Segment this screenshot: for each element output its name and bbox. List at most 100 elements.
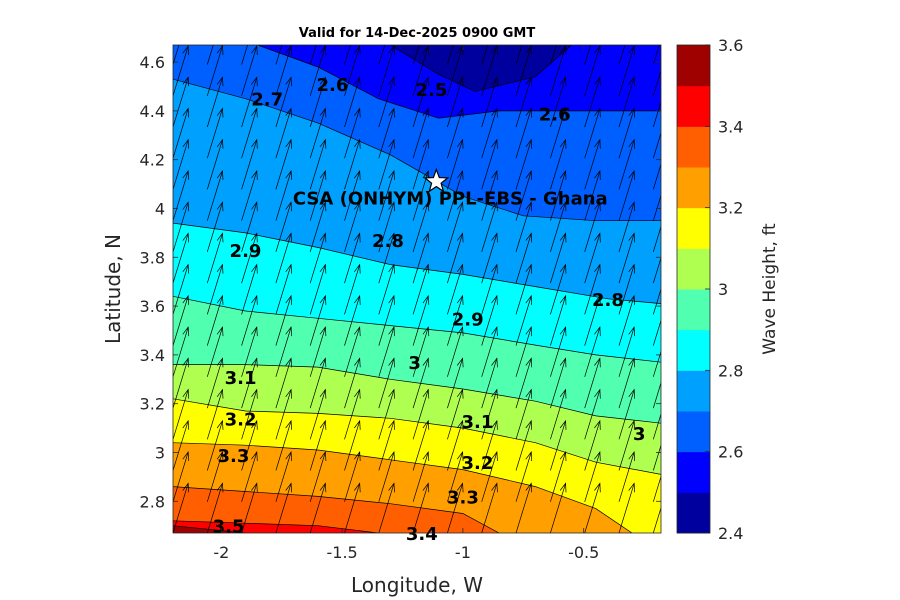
vector-arrowhead xyxy=(285,326,292,337)
vector-arrow xyxy=(206,45,214,65)
vector-arrowhead xyxy=(628,326,635,337)
vector-arrow xyxy=(481,139,498,190)
vector-arrowhead xyxy=(285,357,292,368)
contour-line xyxy=(173,520,379,533)
vector-arrowhead xyxy=(663,15,669,24)
vector-arrowhead xyxy=(285,451,292,462)
vector-arrowhead xyxy=(216,170,224,180)
vector-arrow xyxy=(481,45,498,96)
vector-arrow xyxy=(584,389,601,440)
vector-arrowhead xyxy=(388,482,395,493)
x-axis-label: Longitude, W xyxy=(351,573,483,597)
vector-arrowhead xyxy=(216,45,224,56)
vector-arrowhead xyxy=(456,76,464,87)
vector-arrowhead xyxy=(216,451,224,462)
vector-arrow xyxy=(275,170,292,221)
contour-label: 3.4 xyxy=(406,524,438,545)
vector-arrowhead xyxy=(319,45,327,56)
vector-arrowhead xyxy=(525,419,533,430)
vector-arrowhead xyxy=(354,326,361,337)
colorbar-tick-label: 2.8 xyxy=(718,361,743,380)
vector-arrow xyxy=(515,389,532,440)
vector-arrowhead xyxy=(182,138,190,149)
vector-arrowhead xyxy=(491,76,498,87)
vector-arrowhead xyxy=(285,170,292,180)
vector-arrow xyxy=(481,170,498,221)
vector-arrowhead xyxy=(319,357,327,368)
vector-arrowhead xyxy=(525,294,533,305)
vector-arrowhead xyxy=(491,170,498,180)
vector-arrow xyxy=(550,389,566,440)
vector-arrow xyxy=(515,45,532,96)
vector-arrow xyxy=(206,264,223,315)
vector-arrowhead xyxy=(388,76,395,87)
vector-arrow xyxy=(344,45,351,65)
vector-arrowhead xyxy=(422,76,430,87)
vector-arrow xyxy=(550,233,566,284)
vector-arrow xyxy=(584,202,601,253)
contour-label: 3.2 xyxy=(461,453,493,474)
vector-arrow xyxy=(173,326,189,377)
vector-arrowhead xyxy=(456,388,464,399)
vector-arrowhead xyxy=(182,76,190,87)
colorbar-tick-label: 3.4 xyxy=(718,117,743,136)
vector-arrowhead xyxy=(422,201,430,212)
vector-arrowhead xyxy=(216,482,224,493)
vector-arrow xyxy=(447,326,463,377)
colorbar-segment xyxy=(677,329,710,371)
vector-arrow xyxy=(206,295,223,346)
vector-arrowhead xyxy=(182,326,190,337)
site-label: CSA (ONHYM) PPL-EBS - Ghana xyxy=(293,189,608,210)
colorbar-segment xyxy=(677,451,710,493)
vector-arrowhead xyxy=(628,263,635,274)
vector-arrow xyxy=(344,233,361,284)
vector-arrow xyxy=(585,0,600,33)
vector-arrowhead xyxy=(525,201,533,212)
vector-arrowhead xyxy=(422,419,430,430)
vector-arrow xyxy=(584,295,601,346)
vector-arrowhead xyxy=(319,107,327,118)
vector-arrowhead xyxy=(525,170,533,180)
vector-arrowhead xyxy=(354,482,361,493)
vector-arrowhead xyxy=(628,232,635,243)
vector-arrow xyxy=(344,45,361,96)
vector-arrow xyxy=(241,45,258,96)
vector-arrow xyxy=(515,264,532,315)
vector-arrowhead xyxy=(319,419,327,430)
colorbar-segment xyxy=(677,167,710,209)
vector-arrowhead xyxy=(251,45,258,56)
vector-arrow xyxy=(309,295,326,346)
vector-arrow xyxy=(173,77,189,128)
vector-arrowhead xyxy=(628,419,635,430)
vector-arrow xyxy=(309,45,326,96)
vector-arrowhead xyxy=(286,15,292,24)
vector-arrow xyxy=(481,358,498,409)
vector-arrowhead xyxy=(182,482,190,493)
vector-arrow xyxy=(447,202,463,253)
vector-arrow xyxy=(481,389,498,440)
vector-arrowhead xyxy=(628,388,635,399)
vector-arrow xyxy=(378,451,395,502)
vector-arrowhead xyxy=(663,358,669,367)
x-tick-label: -1.5 xyxy=(326,543,357,562)
vector-arrow xyxy=(241,170,258,221)
vector-arrowhead xyxy=(663,46,669,55)
vector-arrowhead xyxy=(663,265,669,274)
vector-arrow xyxy=(447,264,463,315)
vector-arrow xyxy=(584,451,601,502)
vector-arrow xyxy=(412,420,429,471)
vector-arrow xyxy=(206,139,223,190)
vector-arrowhead xyxy=(525,326,533,337)
vector-arrowhead xyxy=(319,76,327,87)
vector-arrowhead xyxy=(663,109,669,118)
vector-arrowhead xyxy=(182,107,190,118)
vector-arrow xyxy=(275,389,292,440)
vector-arrowhead xyxy=(388,45,395,56)
vector-arrow xyxy=(241,326,258,377)
vector-arrowhead xyxy=(251,232,258,243)
vector-arrowhead xyxy=(525,451,533,462)
vector-arrow xyxy=(584,420,601,471)
vector-arrowhead xyxy=(456,170,464,180)
vector-arrowhead xyxy=(388,326,395,337)
colorbar-tick-label: 2.4 xyxy=(718,524,743,543)
